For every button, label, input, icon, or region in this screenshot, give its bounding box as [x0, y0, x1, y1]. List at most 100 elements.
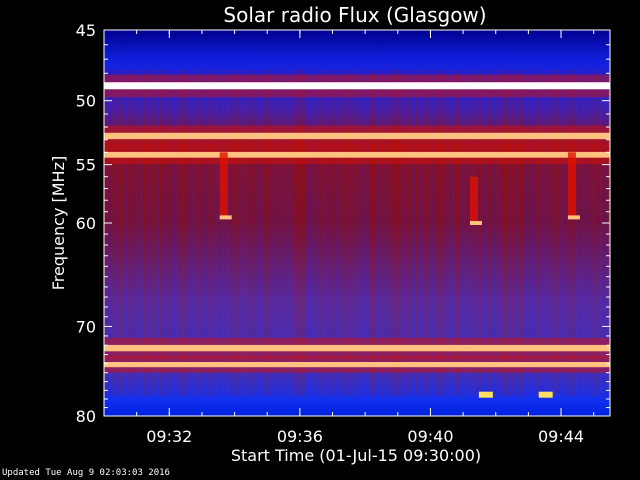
noise-streak — [116, 70, 117, 396]
noise-streak — [600, 70, 601, 396]
noise-streak — [210, 70, 211, 396]
noise-streak — [124, 70, 125, 396]
noise-streak — [318, 70, 319, 396]
radio-burst-tail — [567, 215, 580, 220]
noise-streak — [164, 70, 165, 396]
noise-streak — [274, 70, 275, 396]
noise-streak — [438, 70, 439, 396]
noise-streak — [430, 70, 431, 396]
noise-streak — [592, 70, 593, 396]
noise-streak — [560, 70, 561, 396]
noise-streak — [110, 70, 111, 396]
noise-streak — [444, 70, 445, 396]
noise-streak — [508, 70, 509, 396]
x-tick-label: 09:36 — [277, 427, 323, 446]
noise-streak — [258, 70, 259, 396]
noise-streak — [152, 70, 153, 396]
noise-streak — [278, 70, 279, 396]
noise-streak — [340, 70, 341, 396]
noise-streak — [448, 70, 449, 396]
noise-streak — [470, 70, 471, 396]
noise-streak — [192, 70, 193, 396]
noise-streak — [502, 70, 503, 396]
noise-streak — [402, 70, 403, 396]
noise-streak — [228, 70, 229, 396]
noise-streak — [432, 70, 433, 396]
noise-streak — [418, 70, 419, 396]
noise-streak — [120, 70, 121, 396]
noise-streak — [290, 70, 291, 396]
noise-streak — [482, 70, 483, 396]
noise-streak — [398, 70, 399, 396]
noise-streak — [282, 70, 283, 396]
noise-streak — [390, 70, 391, 396]
noise-streak — [302, 70, 303, 396]
noise-streak — [410, 70, 411, 396]
noise-streak — [128, 70, 129, 396]
noise-streak — [428, 70, 429, 396]
noise-streak — [498, 70, 499, 396]
noise-streak — [542, 70, 543, 396]
noise-streak — [446, 70, 447, 396]
noise-streak — [372, 70, 373, 396]
noise-streak — [190, 70, 191, 396]
noise-streak — [328, 70, 329, 396]
noise-streak — [150, 70, 151, 396]
noise-streak — [300, 70, 301, 396]
noise-streak — [350, 70, 351, 396]
noise-streak — [184, 70, 185, 396]
noise-streak — [348, 70, 349, 396]
noise-streak — [338, 70, 339, 396]
noise-streak — [334, 70, 335, 396]
frequency-band — [104, 132, 610, 140]
noise-streak — [240, 70, 241, 396]
noise-streak — [504, 70, 505, 396]
noise-streak — [588, 70, 589, 396]
noise-streak — [564, 70, 565, 396]
noise-streak — [306, 70, 307, 396]
noise-streak — [232, 70, 233, 396]
noise-streak — [572, 70, 573, 396]
noise-streak — [386, 70, 387, 396]
noise-streak — [250, 70, 251, 396]
noise-streak — [512, 70, 513, 396]
noise-streak — [558, 70, 559, 396]
y-tick-label: 80 — [76, 407, 96, 426]
noise-streak — [534, 70, 535, 396]
noise-streak — [126, 70, 127, 396]
noise-streak — [574, 70, 575, 396]
noise-streak — [364, 70, 365, 396]
noise-streak — [242, 70, 243, 396]
noise-streak — [568, 70, 569, 396]
noise-streak — [246, 70, 247, 396]
noise-streak — [206, 70, 207, 396]
noise-streak — [286, 70, 287, 396]
noise-streak — [380, 70, 381, 396]
noise-streak — [284, 70, 285, 396]
updated-timestamp: Updated Tue Aug 9 02:03:03 2016 — [2, 468, 170, 478]
noise-streak — [196, 70, 197, 396]
noise-streak — [312, 70, 313, 396]
noise-streak — [222, 70, 223, 396]
noise-streak — [108, 70, 109, 396]
noise-streak — [280, 70, 281, 396]
noise-streak — [476, 70, 477, 396]
noise-streak — [132, 70, 133, 396]
noise-streak — [510, 70, 511, 396]
noise-streak — [596, 70, 597, 396]
noise-streak — [174, 70, 175, 396]
noise-streak — [586, 70, 587, 396]
noise-streak — [296, 70, 297, 396]
noise-streak — [556, 70, 557, 396]
noise-streak — [484, 70, 485, 396]
frequency-band — [104, 151, 610, 158]
noise-streak — [244, 70, 245, 396]
noise-streak — [548, 70, 549, 396]
noise-streak — [224, 70, 225, 396]
noise-streak — [140, 70, 141, 396]
noise-streak — [202, 70, 203, 396]
noise-streak — [144, 70, 145, 396]
noise-streak — [500, 70, 501, 396]
noise-streak — [168, 70, 169, 396]
frequency-band — [104, 82, 610, 90]
